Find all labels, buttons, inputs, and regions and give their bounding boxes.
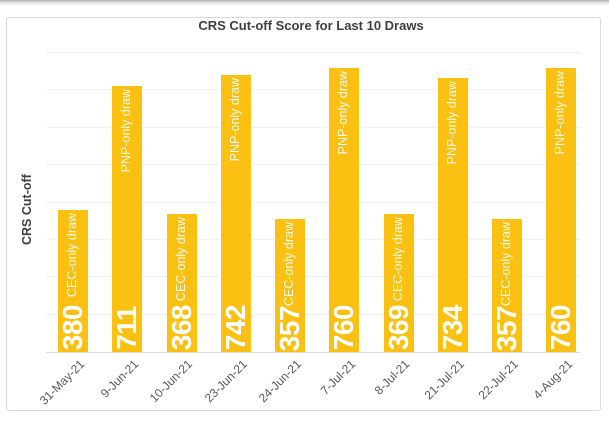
bar-value-label: 742 <box>219 304 251 350</box>
bar: PNP-only draw 734 <box>436 77 468 352</box>
gridline <box>46 89 580 91</box>
bar: CEC-only draw 357 <box>491 218 522 352</box>
bar: PNP-only draw 760 <box>545 67 577 352</box>
plot-area: CEC-only draw 380 PNP-only draw 711 CEC-only… <box>46 52 580 353</box>
gridline <box>46 52 580 53</box>
bar: CEC-only draw 369 <box>382 214 414 352</box>
gridline <box>46 276 580 278</box>
bar-category-label: CEC-only draw <box>65 212 80 298</box>
bar-category-label: CEC-only draw <box>282 221 297 306</box>
bar-value-label: 760 <box>328 304 360 350</box>
bar-category-label: PNP-only draw <box>227 77 242 162</box>
gridline <box>46 201 580 203</box>
gridline <box>46 164 580 166</box>
gridline <box>46 126 580 128</box>
bar-category-label: CEC-only draw <box>173 217 188 302</box>
gridline <box>46 313 580 315</box>
bar-value-label: 734 <box>436 304 468 350</box>
x-axis-line <box>46 352 580 353</box>
bar-category-label: PNP-only draw <box>553 70 568 155</box>
bar-value-label: 368 <box>165 304 197 350</box>
bar-value-label: 357 <box>274 305 305 351</box>
chart-title: CRS Cut-off Score for Last 10 Draws <box>198 18 424 33</box>
bar-category-label: PNP-only draw <box>336 70 351 155</box>
bar: CEC-only draw 368 <box>165 214 197 352</box>
bar: PNP-only draw 711 <box>111 86 143 352</box>
bar: CEC-only draw 380 <box>57 209 88 352</box>
bar-value-label: 760 <box>545 304 577 350</box>
top-edge-shadow <box>0 0 609 6</box>
bar-value-label: 369 <box>382 304 414 350</box>
bar-value-label: 357 <box>491 305 522 351</box>
bar-value-label: 711 <box>111 306 143 350</box>
gridline <box>46 238 580 240</box>
bar-category-label: CEC-only draw <box>390 217 405 302</box>
y-axis-title: CRS Cut-off <box>20 174 34 246</box>
bar-value-label: 380 <box>57 304 88 350</box>
bar: PNP-only draw 760 <box>328 67 360 352</box>
bar-category-label: CEC-only draw <box>499 221 514 306</box>
bar-category-label: PNP-only draw <box>119 89 134 173</box>
bar-category-label: PNP-only draw <box>444 80 459 165</box>
bar: PNP-only draw 742 <box>219 74 251 352</box>
bar: CEC-only draw 357 <box>274 218 305 352</box>
